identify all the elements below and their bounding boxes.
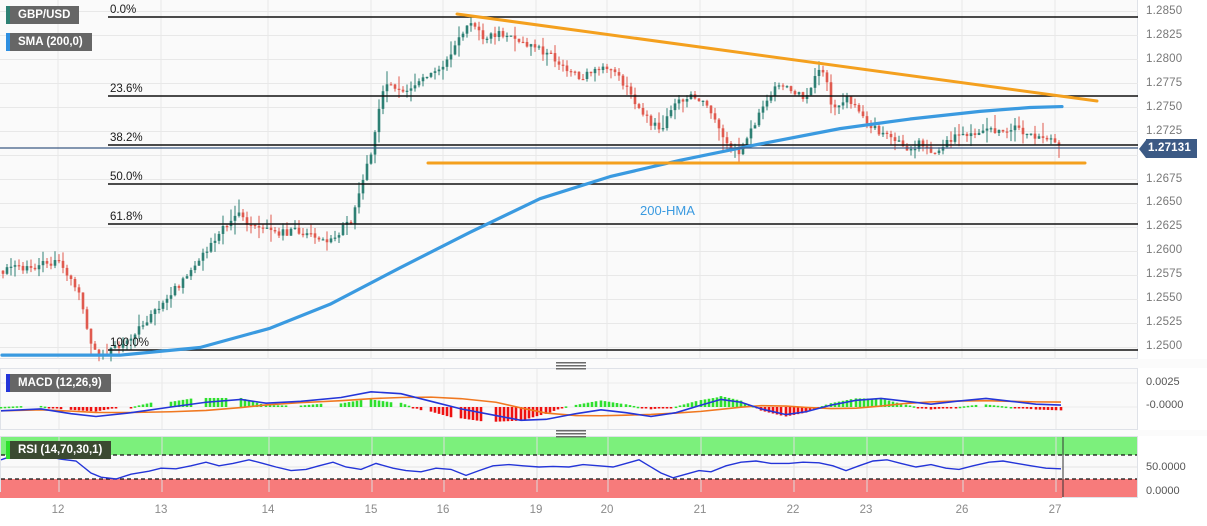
current-price-value: 1.27131	[1146, 139, 1197, 158]
price-axis[interactable]: 1.2850 1.2825 1.2800 1.2775 1.2750 1.2725 1.27…	[1138, 0, 1207, 359]
rsi-axis[interactable]: 50.0000 0.0000	[1138, 436, 1207, 498]
time-axis-label: 13	[154, 504, 168, 516]
legend-sma-label: SMA (200,0)	[18, 36, 83, 48]
panel-resize-handle-rsi[interactable]	[556, 430, 586, 439]
time-axis-label: 15	[364, 504, 378, 516]
legend-symbol[interactable]: GBP/USD	[6, 6, 80, 24]
time-axis-label: 14	[261, 504, 275, 516]
rsi-axis-label-bottom: 0.0000	[1146, 485, 1180, 497]
legend-sma[interactable]: SMA (200,0)	[6, 33, 92, 51]
rsi-panel[interactable]	[0, 436, 1138, 498]
legend-macd-label: MACD (12,26,9)	[18, 377, 102, 389]
time-axis-label: 22	[786, 504, 800, 516]
price-axis-label: 1.2850	[1146, 4, 1183, 17]
fibonacci-level-label: 50.0%	[110, 171, 143, 183]
fibonacci-level-label: 0.0%	[110, 4, 137, 16]
rsi-color-bar	[6, 441, 10, 459]
time-axis-label: 26	[955, 504, 969, 516]
macd-axis-label-zero: -0.0000	[1146, 399, 1184, 411]
price-axis-label: 1.2650	[1146, 196, 1183, 209]
time-axis-highlight	[0, 492, 1062, 498]
price-axis-label: 1.2775	[1146, 76, 1183, 89]
time-axis-label: 16	[436, 504, 450, 516]
macd-color-bar	[6, 374, 10, 392]
fibonacci-level-label: 100.0%	[110, 337, 150, 349]
hma-annotation-label: 200-HMA	[640, 203, 695, 218]
fibonacci-level-label: 61.8%	[110, 211, 143, 223]
fibonacci-level-label: 23.6%	[110, 83, 143, 95]
sma-color-bar	[6, 33, 10, 51]
price-plot	[0, 0, 1138, 362]
macd-axis[interactable]: 0.0025 -0.0000	[1138, 368, 1207, 430]
legend-symbol-label: GBP/USD	[18, 9, 71, 21]
price-axis-label: 1.2750	[1146, 100, 1183, 113]
price-axis-label: 1.2600	[1146, 244, 1183, 257]
price-axis-label: 1.2500	[1146, 340, 1183, 353]
time-axis-label: 21	[693, 504, 707, 516]
rsi-plot	[0, 437, 1137, 497]
price-axis-label: 1.2550	[1146, 292, 1183, 305]
fibonacci-level-label: 38.2%	[110, 132, 143, 144]
symbol-color-bar	[6, 6, 10, 24]
time-axis-label: 12	[51, 504, 65, 516]
price-axis-label: 1.2800	[1146, 52, 1183, 65]
price-chart-panel[interactable]	[0, 0, 1138, 362]
price-axis-label: 1.2675	[1146, 172, 1183, 185]
price-axis-label: 1.2525	[1146, 316, 1183, 329]
macd-axis-label-top: 0.0025	[1146, 376, 1180, 388]
current-price-tag[interactable]: 1.27131	[1139, 139, 1197, 158]
time-axis-label: 27	[1048, 504, 1062, 516]
time-axis-label: 20	[600, 504, 614, 516]
rsi-axis-label-mid: 50.0000	[1146, 461, 1186, 473]
price-axis-label: 1.2825	[1146, 28, 1183, 41]
time-axis[interactable]: 12 13 14 15 16 19 20 21 22 23 26 27	[0, 492, 1207, 526]
price-axis-label: 1.2725	[1146, 124, 1183, 137]
panel-resize-handle-macd[interactable]	[556, 362, 586, 371]
macd-panel[interactable]	[0, 368, 1138, 430]
price-axis-label: 1.2625	[1146, 220, 1183, 233]
price-tag-arrow-icon	[1139, 139, 1146, 158]
macd-plot	[0, 369, 1137, 429]
legend-rsi-label: RSI (14,70,30,1)	[18, 444, 103, 456]
price-axis-label: 1.2575	[1146, 268, 1183, 281]
legend-rsi[interactable]: RSI (14,70,30,1)	[6, 441, 112, 459]
legend-macd[interactable]: MACD (12,26,9)	[6, 374, 111, 392]
time-axis-label: 19	[529, 504, 543, 516]
time-axis-label: 23	[859, 504, 873, 516]
